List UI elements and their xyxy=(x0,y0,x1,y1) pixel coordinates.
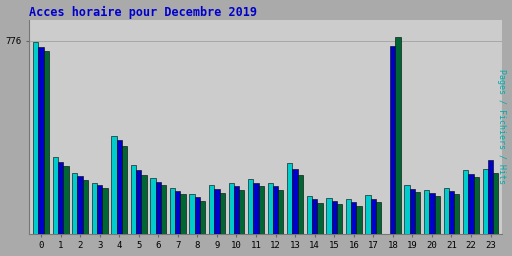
Bar xyxy=(220,193,225,234)
Bar xyxy=(332,201,337,234)
Bar xyxy=(371,199,376,234)
Y-axis label: Pages / Fichiers / Hits: Pages / Fichiers / Hits xyxy=(498,69,506,184)
Bar xyxy=(253,183,259,234)
Bar xyxy=(72,173,77,234)
Bar xyxy=(298,175,303,234)
Bar xyxy=(273,186,278,234)
Bar xyxy=(395,37,401,234)
Bar xyxy=(200,201,205,234)
Bar xyxy=(337,205,342,234)
Bar xyxy=(468,174,474,234)
Bar xyxy=(234,186,239,234)
Bar xyxy=(356,206,361,234)
Bar xyxy=(33,42,38,234)
Bar xyxy=(435,197,440,234)
Bar xyxy=(312,199,317,234)
Bar xyxy=(376,202,381,234)
Bar xyxy=(53,157,58,234)
Bar xyxy=(151,178,156,234)
Bar xyxy=(44,51,49,234)
Bar xyxy=(366,195,371,234)
Bar xyxy=(317,203,323,234)
Bar xyxy=(307,197,312,234)
Bar xyxy=(92,183,97,234)
Bar xyxy=(181,195,186,234)
Bar xyxy=(454,195,459,234)
Bar xyxy=(228,183,234,234)
Bar xyxy=(77,176,83,234)
Bar xyxy=(493,173,499,234)
Bar xyxy=(390,46,395,234)
Bar xyxy=(38,47,44,234)
Bar xyxy=(415,192,420,234)
Bar xyxy=(175,191,181,234)
Bar xyxy=(141,175,146,234)
Bar xyxy=(488,160,493,234)
Bar xyxy=(209,185,215,234)
Bar xyxy=(292,169,298,234)
Bar xyxy=(326,198,332,234)
Bar xyxy=(170,188,175,234)
Bar xyxy=(346,199,351,234)
Bar xyxy=(424,189,429,234)
Bar xyxy=(287,163,292,234)
Bar xyxy=(463,170,468,234)
Bar xyxy=(97,185,102,234)
Bar xyxy=(63,166,69,234)
Bar xyxy=(215,189,220,234)
Bar xyxy=(410,188,415,234)
Bar xyxy=(268,183,273,234)
Bar xyxy=(122,146,127,234)
Text: Acces horaire pour Decembre 2019: Acces horaire pour Decembre 2019 xyxy=(29,6,258,19)
Bar xyxy=(429,193,435,234)
Bar xyxy=(351,202,356,234)
Bar xyxy=(102,188,108,234)
Bar xyxy=(239,189,244,234)
Bar xyxy=(483,169,488,234)
Bar xyxy=(83,179,88,234)
Bar xyxy=(259,186,264,234)
Bar xyxy=(404,185,410,234)
Bar xyxy=(449,191,454,234)
Bar xyxy=(474,177,479,234)
Bar xyxy=(131,165,136,234)
Bar xyxy=(117,141,122,234)
Bar xyxy=(189,194,195,234)
Bar xyxy=(278,189,284,234)
Bar xyxy=(58,162,63,234)
Bar xyxy=(248,179,253,234)
Bar xyxy=(111,135,117,234)
Bar xyxy=(161,185,166,234)
Bar xyxy=(195,197,200,234)
Bar xyxy=(156,182,161,234)
Bar xyxy=(136,170,141,234)
Bar xyxy=(443,188,449,234)
